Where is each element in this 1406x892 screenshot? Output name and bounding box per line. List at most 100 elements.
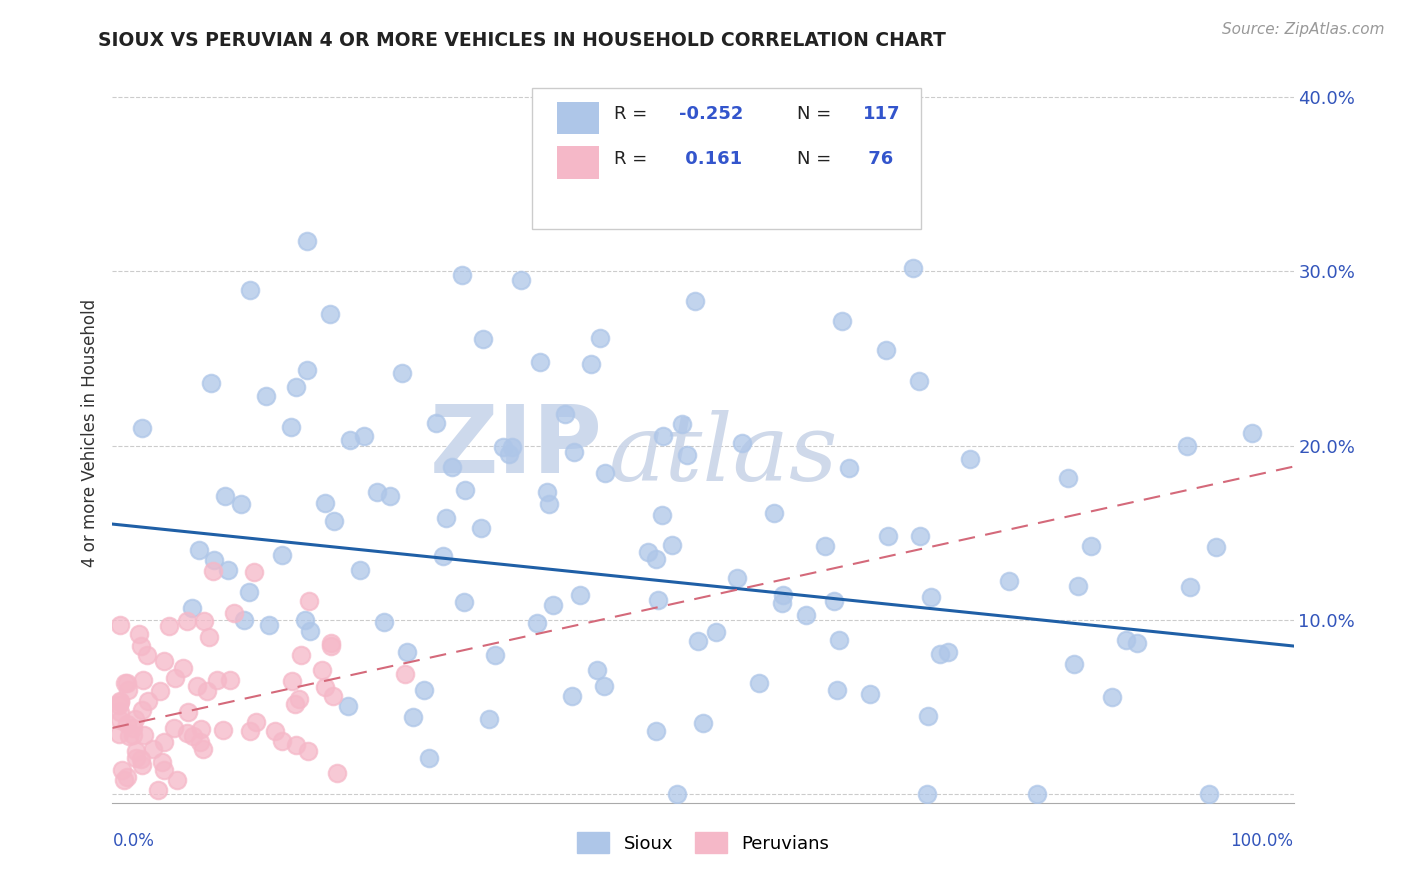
Text: 117: 117 [862,105,900,123]
Point [110,694,132,708]
Point [157,619,180,633]
Point [959,451,981,466]
Point [135,648,157,662]
Point [222,606,245,620]
Point [108,714,131,728]
Point [150,756,173,770]
Point [108,705,131,719]
Point [114,676,136,690]
Point [190,722,212,736]
Point [107,727,129,741]
Text: ZIP: ZIP [430,401,603,493]
Point [666,787,689,801]
Point [1025,787,1047,801]
Point [683,294,706,309]
Point [152,764,174,778]
Point [131,703,153,717]
Point [254,389,277,403]
Point [200,376,222,391]
Point [229,497,252,511]
Point [176,725,198,739]
Point [339,433,361,447]
Point [191,742,214,756]
Point [110,618,132,632]
Point [645,723,668,738]
Point [198,630,221,644]
Point [153,735,176,749]
Point [593,466,616,480]
Point [1178,580,1201,594]
Point [190,734,212,748]
Point [134,728,156,742]
Point [568,588,591,602]
Point [287,692,309,706]
Point [186,679,208,693]
Text: 0.0%: 0.0% [112,832,155,850]
Point [271,734,294,748]
Point [166,772,188,787]
FancyBboxPatch shape [557,102,599,135]
Point [152,654,174,668]
Point [337,698,360,713]
Text: R =: R = [614,150,654,168]
Point [125,751,148,765]
Text: 0.161: 0.161 [679,150,742,168]
Point [763,506,786,520]
Point [526,616,548,631]
Point [538,497,561,511]
Point [509,273,531,287]
Point [579,357,602,371]
Point [529,355,551,369]
Point [131,421,153,435]
Point [831,314,853,328]
Point [554,407,576,421]
Point [859,687,882,701]
Text: SIOUX VS PERUVIAN 4 OR MORE VEHICLES IN HOUSEHOLD CORRELATION CHART: SIOUX VS PERUVIAN 4 OR MORE VEHICLES IN … [98,31,946,50]
Point [214,489,236,503]
Point [299,624,322,638]
Text: 100.0%: 100.0% [1230,832,1294,850]
Point [561,689,583,703]
Point [211,723,233,737]
Point [121,721,143,735]
Point [297,594,319,608]
Point [907,374,929,388]
Point [645,552,668,566]
Point [425,416,447,430]
Point [1115,633,1137,648]
Point [484,648,506,663]
Point [297,743,319,757]
Point [794,608,817,623]
Point [132,673,155,688]
Point [146,783,169,797]
Point [562,444,585,458]
Point [108,695,131,709]
Point [432,549,454,564]
Point [284,697,307,711]
Point [1175,439,1198,453]
Point [651,429,673,443]
Point [1063,657,1085,672]
Point [478,712,501,726]
Point [129,639,152,653]
Point [115,770,138,784]
Point [181,729,204,743]
Point [107,698,129,712]
Point [314,680,336,694]
Point [165,671,187,685]
Point [825,682,848,697]
Point [725,571,748,585]
Point [349,563,371,577]
Point [828,632,851,647]
Point [177,705,200,719]
Point [149,683,172,698]
Point [295,363,318,377]
Point [1241,425,1264,440]
Point [536,484,558,499]
Point [1080,539,1102,553]
Point [353,429,375,443]
Text: 76: 76 [862,150,894,168]
Point [998,574,1021,588]
Point [402,710,425,724]
Point [325,765,347,780]
